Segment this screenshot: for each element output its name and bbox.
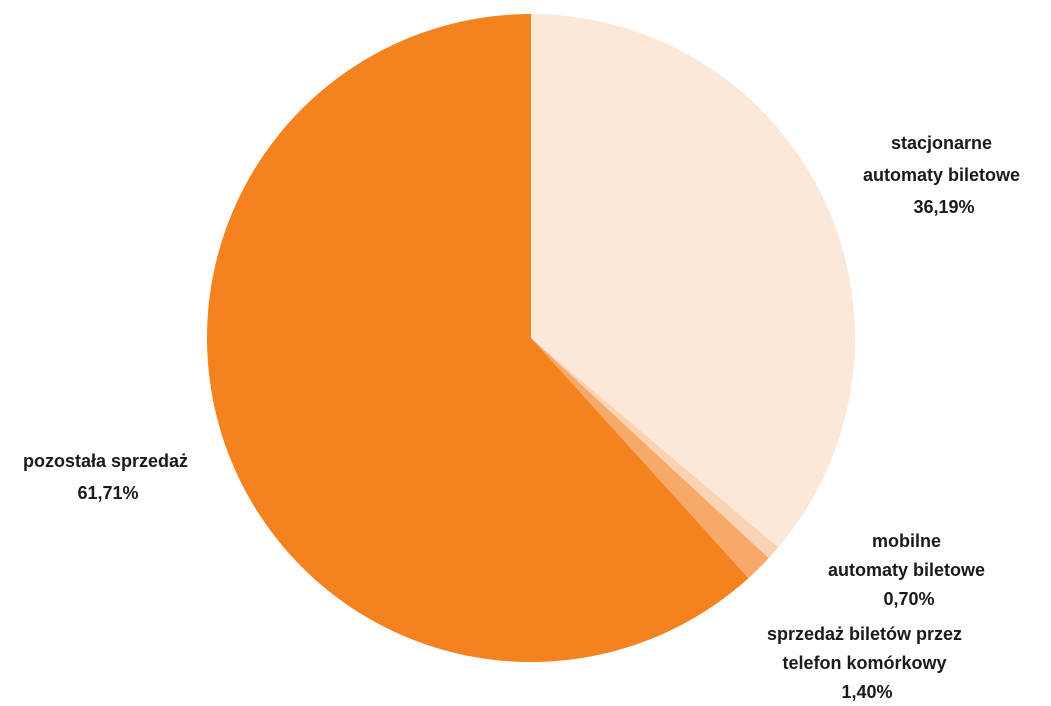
pie-labels: stacjonarne automaty biletowe 36,19% mob… <box>23 133 1025 702</box>
slice-telefon <box>531 338 769 579</box>
label-stacjonarne: stacjonarne automaty biletowe 36,19% <box>863 133 1025 217</box>
label-mobilne: mobilne automaty biletowe 0,70% <box>828 531 990 609</box>
slice-mobilne <box>531 338 779 559</box>
pie-slices <box>206 14 855 663</box>
slice-pozostala <box>206 14 749 663</box>
label-pozostala: pozostała sprzedaż 61,71% <box>23 451 193 503</box>
label-telefon: sprzedaż biletów przez telefon komórkowy… <box>767 624 967 702</box>
slice-stacjonarne <box>531 14 855 548</box>
